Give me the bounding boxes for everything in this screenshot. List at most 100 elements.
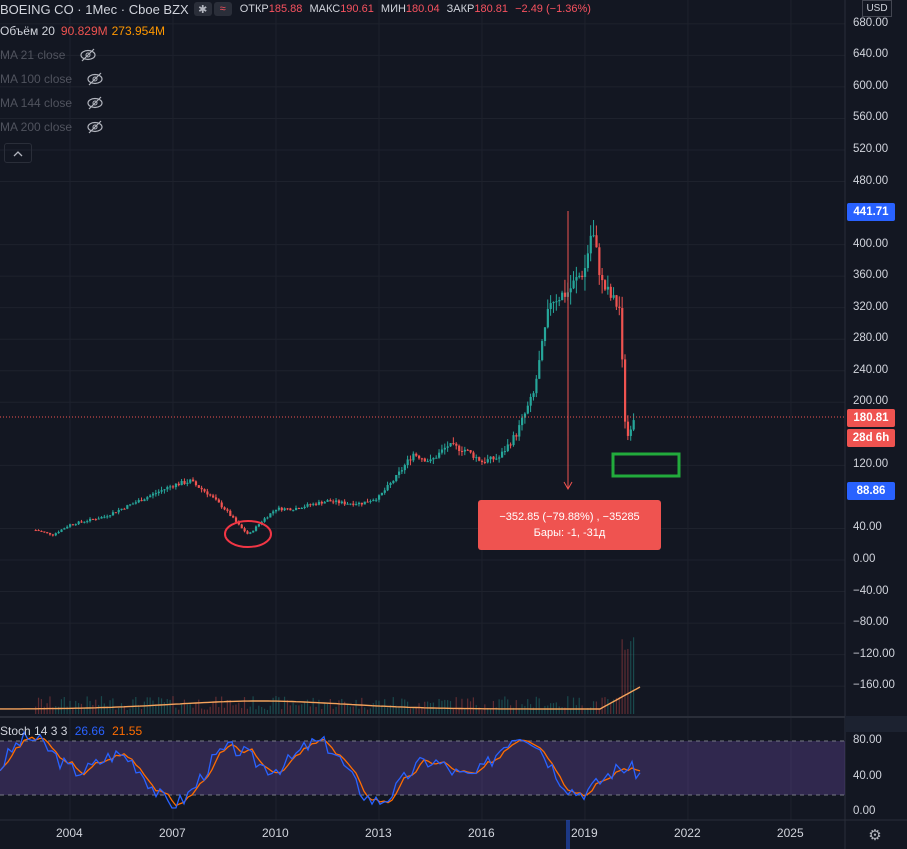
candle-body xyxy=(595,235,598,248)
volume-bar xyxy=(306,699,309,714)
low-price-badge: 88.86 xyxy=(847,482,895,500)
high-value: 190.61 xyxy=(340,3,374,15)
legend-ma-144[interactable]: MA 144 close xyxy=(0,96,104,110)
volume-bar xyxy=(570,708,572,714)
candle-body xyxy=(166,487,169,490)
support-rect-annotation[interactable] xyxy=(611,452,681,478)
volume-bar xyxy=(495,707,497,714)
candle-body xyxy=(449,443,452,447)
volume-bar xyxy=(252,696,254,714)
candle-body xyxy=(592,235,595,237)
candle-body xyxy=(71,524,75,526)
volume-bar xyxy=(598,708,600,714)
candle-body xyxy=(51,534,55,536)
volume-bar xyxy=(572,697,575,714)
candle-body xyxy=(415,453,418,456)
volume-bar xyxy=(215,696,217,714)
candle-body xyxy=(97,518,100,520)
volume-bar xyxy=(75,700,77,714)
time-tick-label: 2004 xyxy=(56,826,83,840)
candlesticks xyxy=(34,220,635,537)
candle-body xyxy=(346,503,349,505)
volume-bar xyxy=(369,708,371,714)
volume-bar xyxy=(504,696,506,714)
candle-body xyxy=(117,509,120,513)
symbol-title[interactable]: BOEING CO · 1Мес · Cboe BZX xyxy=(0,1,189,17)
candle-body xyxy=(109,515,112,517)
candle-body xyxy=(297,508,301,510)
candle-body xyxy=(420,458,424,460)
ohlc-values: ОТКР185.88 МАКС190.61 МИН180.04 ЗАКР180.… xyxy=(240,3,595,15)
volume-bar xyxy=(469,701,472,714)
candle-body xyxy=(226,509,229,511)
snowflake-icon[interactable]: ✱ xyxy=(193,2,212,16)
legend-ma-21[interactable]: MA 21 close xyxy=(0,48,97,62)
volume-bar xyxy=(95,699,97,714)
legend-ma-200[interactable]: MA 200 close xyxy=(0,120,104,134)
wave-icon[interactable]: ≈ xyxy=(213,2,232,16)
volume-bar xyxy=(381,705,383,714)
volume-bar xyxy=(261,706,263,714)
volume-bar xyxy=(186,704,188,714)
volume-bar xyxy=(298,705,300,714)
eye-hidden-icon[interactable] xyxy=(86,96,104,110)
volume-ma-line xyxy=(0,686,641,710)
volume-bar xyxy=(100,696,103,714)
candle-body xyxy=(389,482,392,486)
ma-label: MA 144 close xyxy=(0,96,73,110)
candle-body xyxy=(40,530,43,532)
candle-body xyxy=(532,393,535,397)
volume-bar xyxy=(140,709,143,714)
gear-icon[interactable]: ⚙ xyxy=(868,827,882,844)
candle-body xyxy=(363,501,366,505)
volume-bar xyxy=(389,705,392,714)
volume-bar xyxy=(278,697,280,714)
legend-volume[interactable]: Объём 20 90.829M 273.954M xyxy=(0,24,165,38)
candle-body xyxy=(249,532,252,534)
candle-body xyxy=(306,504,309,507)
volume-bar xyxy=(538,698,540,714)
candle-body xyxy=(383,490,386,493)
volume-bar xyxy=(152,700,154,714)
candle-body xyxy=(240,524,243,529)
candle-body xyxy=(180,481,183,486)
volume-bar xyxy=(355,699,357,714)
candle-body xyxy=(558,300,561,302)
measure-tool[interactable] xyxy=(563,211,573,491)
candle-body xyxy=(397,471,401,475)
candle-body xyxy=(317,501,321,505)
candle-body xyxy=(309,504,312,506)
legend-ma-100[interactable]: MA 100 close xyxy=(0,72,104,86)
candle-body xyxy=(269,513,272,518)
pane-separator[interactable] xyxy=(0,716,845,718)
low-circle-annotation[interactable] xyxy=(224,520,272,548)
price-tick-label: 560.00 xyxy=(853,111,889,124)
candle-body xyxy=(486,459,489,463)
candle-body xyxy=(292,510,295,512)
candle-body xyxy=(131,503,135,505)
price-tick-label: 520.00 xyxy=(853,142,889,155)
candle-body xyxy=(435,457,438,459)
candle-body xyxy=(563,292,567,297)
candle-body xyxy=(372,499,375,502)
eye-hidden-icon[interactable] xyxy=(86,120,104,134)
candle-body xyxy=(326,500,329,502)
candle-body xyxy=(578,275,581,278)
candle-body xyxy=(618,306,621,309)
volume-bar xyxy=(212,701,214,714)
candle-body xyxy=(541,341,544,361)
candle-body xyxy=(343,501,346,505)
currency-label[interactable]: USD xyxy=(862,0,892,17)
candle-body xyxy=(163,489,166,491)
eye-hidden-icon[interactable] xyxy=(86,72,104,86)
candle-body xyxy=(57,531,60,534)
candle-body xyxy=(335,500,338,502)
time-tick-label: 2016 xyxy=(467,826,495,840)
stoch-legend[interactable]: Stoch 14 3 3 26.66 21.55 xyxy=(0,724,142,738)
candle-body xyxy=(624,359,627,422)
candle-body xyxy=(629,429,632,436)
eye-hidden-icon[interactable] xyxy=(79,48,97,62)
chevron-up-icon[interactable] xyxy=(4,143,32,163)
candle-body xyxy=(237,521,240,525)
